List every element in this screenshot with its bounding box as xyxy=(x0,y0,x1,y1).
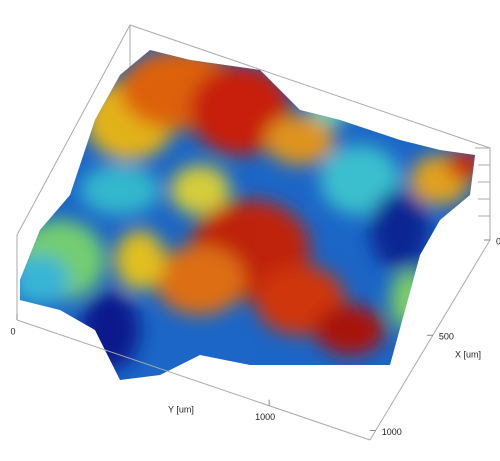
x-tick-label: 1000 xyxy=(382,427,402,437)
y-axis-line xyxy=(16,319,371,441)
y-axis-label: Y [um] xyxy=(168,404,194,414)
y-tick-label: 1000 xyxy=(255,412,275,422)
x-tick-label: 0 xyxy=(496,236,500,246)
x-axis-label: X [um] xyxy=(455,349,481,359)
x-axis-line xyxy=(369,239,491,441)
x-tick-label: 500 xyxy=(439,332,454,342)
y-tick-label: 0 xyxy=(10,326,15,336)
